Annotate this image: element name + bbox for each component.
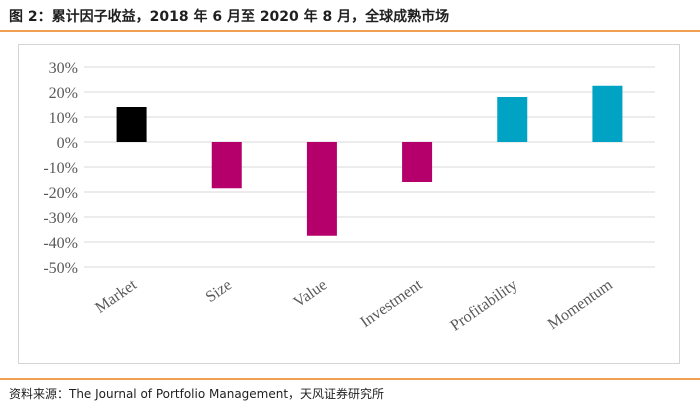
chart-frame <box>18 44 680 364</box>
footer-divider <box>0 378 700 380</box>
bar-profitability <box>497 97 528 142</box>
x-tick-label: Profitability <box>447 276 520 334</box>
bar-market <box>116 107 147 142</box>
bar-value <box>306 142 337 236</box>
bar-investment <box>402 142 433 182</box>
x-tick-label: Size <box>203 276 235 306</box>
figure-title: 图 2：累计因子收益，2018 年 6 月至 2020 年 8 月，全球成熟市场 <box>9 9 450 25</box>
y-tick-label: -20% <box>43 185 78 202</box>
y-tick-label: -40% <box>43 235 78 252</box>
x-tick-label: Momentum <box>545 276 616 333</box>
y-tick-label: -50% <box>43 260 78 277</box>
bar-size <box>211 142 242 189</box>
y-tick-label: 10% <box>49 110 78 127</box>
y-tick-label: 0% <box>57 135 78 152</box>
y-tick-label: -10% <box>43 160 78 177</box>
y-tick-label: 20% <box>49 85 78 102</box>
header-divider <box>0 30 700 32</box>
y-tick-label: 30% <box>49 60 78 77</box>
x-tick-label: Value <box>291 276 331 311</box>
source-note: 资料来源：The Journal of Portfolio Management… <box>9 387 385 401</box>
y-tick-label: -30% <box>43 210 78 227</box>
bar-momentum <box>592 85 623 142</box>
x-tick-label: Investment <box>357 276 425 331</box>
x-tick-label: Market <box>92 276 140 317</box>
